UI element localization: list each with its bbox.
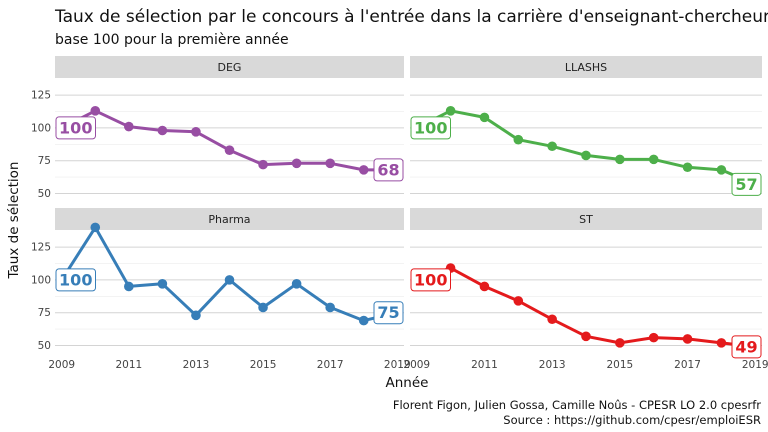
data-point-pharma — [358, 315, 369, 326]
start-label-deg: 100 — [59, 118, 92, 137]
start-label-pharma-box — [55, 268, 96, 292]
strip-deg — [55, 56, 404, 78]
data-point-st — [682, 334, 693, 344]
panels: DEG 50 75 100 125 100 68 LLASHS 100 57 Pharma 50 75 1… — [31, 56, 768, 371]
x-tick-label: 2013 — [539, 359, 566, 371]
y-tick-label: 125 — [31, 242, 51, 254]
data-point-st — [581, 331, 591, 342]
x-tick-label: 2015 — [606, 359, 633, 371]
strip-st — [410, 208, 762, 230]
data-point-st — [648, 332, 659, 343]
data-point-deg — [258, 159, 268, 170]
start-label-pharma: 100 — [59, 270, 92, 289]
data-point-pharma — [258, 302, 268, 313]
strip-pharma — [55, 208, 404, 230]
data-point-deg — [358, 165, 369, 175]
end-label-deg: 68 — [377, 160, 399, 179]
end-label-llashs-box — [731, 172, 762, 196]
caption-source: Source : https://github.com/cpesr/emploi… — [503, 413, 761, 427]
x-tick-label: 2013 — [183, 359, 210, 371]
strip-llashs — [410, 56, 762, 78]
x-tick-label: 2017 — [317, 359, 344, 371]
x-tick-label: 2011 — [115, 359, 142, 371]
data-point-llashs — [682, 162, 693, 173]
start-label-deg-box — [55, 116, 96, 140]
data-point-st — [716, 338, 727, 348]
data-point-pharma — [124, 281, 134, 292]
data-point-llashs — [615, 154, 625, 165]
start-label-st-box — [410, 268, 451, 292]
data-point-deg — [90, 106, 101, 116]
caption-credits: Florent Figon, Julien Gossa, Camille Noû… — [393, 398, 761, 412]
strip-label-deg: DEG — [218, 61, 242, 74]
x-tick-label: 2019 — [384, 359, 411, 371]
panel-st: ST 2009 2011 2013 2015 2017 2019 100 49 — [403, 208, 768, 371]
data-point-pharma — [325, 302, 335, 313]
panel-deg: DEG 50 75 100 125 100 68 — [31, 56, 404, 200]
y-tick-label: 75 — [38, 307, 51, 319]
data-point-deg — [325, 158, 335, 169]
y-tick-label: 50 — [38, 340, 51, 352]
series-line-pharma — [60, 225, 399, 323]
data-point-llashs — [445, 106, 456, 116]
data-point-pharma — [90, 222, 101, 233]
start-label-llashs-box — [410, 116, 451, 140]
strip-label-st: ST — [579, 213, 593, 226]
data-point-deg — [157, 125, 168, 136]
data-point-st — [547, 314, 557, 325]
y-tick-label: 125 — [31, 90, 51, 102]
data-point-st — [479, 281, 490, 292]
data-point-deg — [291, 158, 302, 169]
data-point-llashs — [581, 150, 591, 161]
data-point-st — [513, 296, 524, 306]
chart-subtitle: base 100 pour la première année — [55, 32, 289, 48]
data-point-pharma — [191, 310, 201, 321]
x-axis-title: Année — [386, 375, 429, 391]
end-label-st: 49 — [735, 337, 757, 356]
data-point-llashs — [513, 134, 524, 145]
data-point-pharma — [157, 279, 168, 289]
panel-pharma: Pharma 50 75 100 125 2009 2011 2013 2015 2017 2019… — [31, 208, 411, 371]
x-tick-label: 2009 — [48, 359, 75, 371]
panel-llashs: LLASHS 100 57 — [410, 56, 762, 196]
data-point-llashs — [547, 141, 557, 152]
data-point-llashs — [716, 165, 727, 175]
y-tick-label: 100 — [31, 274, 51, 286]
y-tick-label: 100 — [31, 122, 51, 134]
end-label-st-box — [731, 335, 762, 359]
data-point-deg — [224, 145, 235, 155]
x-tick-label: 2017 — [674, 359, 701, 371]
data-point-llashs — [479, 112, 490, 123]
x-tick-label: 2011 — [471, 359, 498, 371]
strip-label-llashs: LLASHS — [565, 61, 607, 74]
y-tick-label: 50 — [38, 188, 51, 200]
end-label-pharma: 75 — [377, 303, 399, 322]
x-tick-label: 2009 — [403, 359, 430, 371]
x-tick-label: 2019 — [742, 359, 768, 371]
strip-label-pharma: Pharma — [208, 213, 250, 226]
data-point-st — [615, 338, 625, 348]
data-point-deg — [124, 121, 134, 132]
y-axis-title: Taux de sélection — [6, 162, 22, 280]
end-label-deg-box — [373, 158, 404, 182]
start-label-st: 100 — [414, 270, 447, 289]
y-tick-label: 75 — [38, 155, 51, 167]
data-point-llashs — [648, 154, 659, 165]
data-point-pharma — [224, 275, 235, 285]
start-label-llashs: 100 — [414, 118, 447, 137]
x-tick-label: 2015 — [250, 359, 277, 371]
series-line-llashs — [415, 109, 757, 186]
end-label-llashs: 57 — [735, 175, 757, 194]
data-point-pharma — [291, 279, 302, 289]
data-point-deg — [191, 127, 201, 137]
chart-title: Taux de sélection par le concours à l'en… — [54, 7, 768, 27]
end-label-pharma-box — [373, 301, 404, 325]
